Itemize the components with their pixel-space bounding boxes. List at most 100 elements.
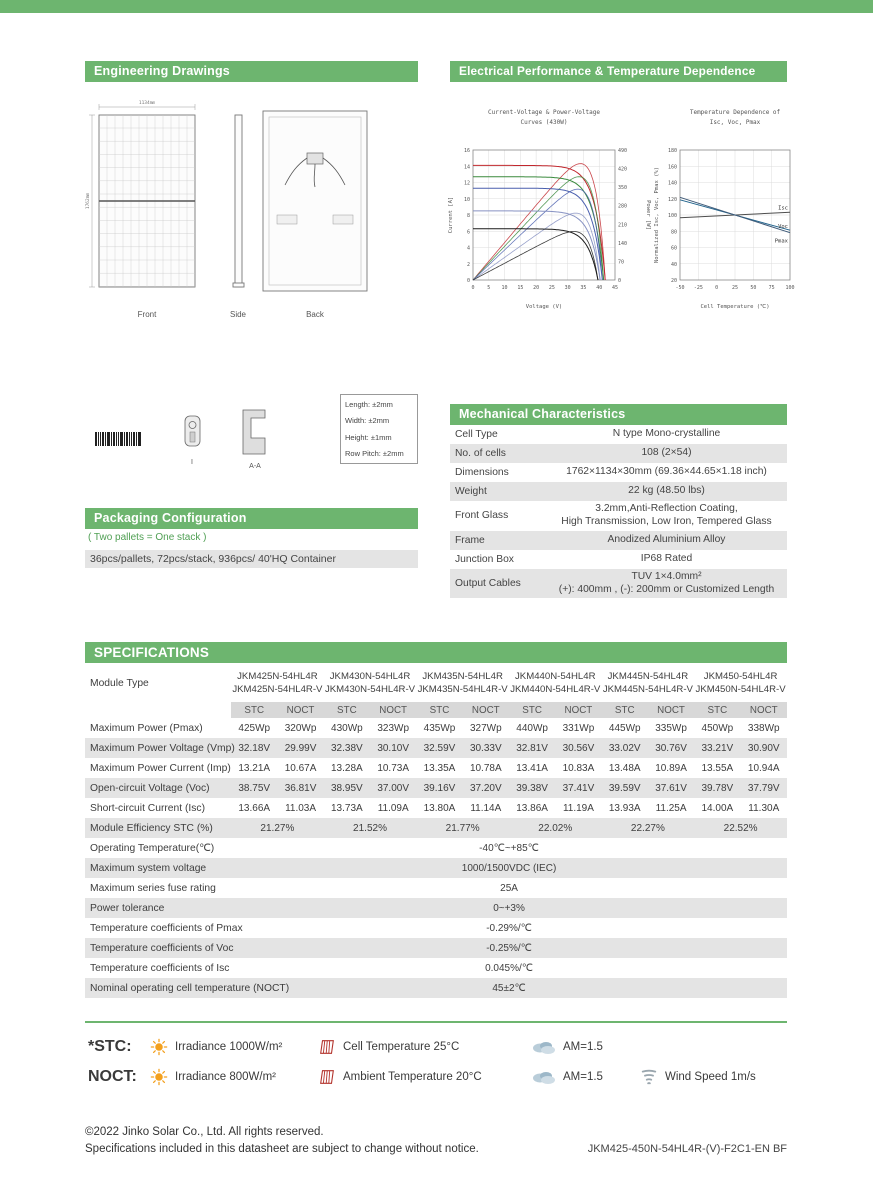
mech-row-label: Front Glass bbox=[455, 510, 509, 522]
stc-value-cell: 32.59V bbox=[416, 738, 463, 758]
mech-row: Front Glass 3.2mm,Anti-Reflection Coating… bbox=[450, 501, 787, 531]
module-name-cell: JKM435N-54HL4R JKM435N-54HL4R-V bbox=[416, 664, 509, 702]
noct-value-cell: 335Wp bbox=[655, 722, 687, 734]
spec-row-label: Maximum series fuse rating bbox=[90, 882, 216, 894]
cloud-icon bbox=[533, 1072, 555, 1084]
spec-table-row: Operating Temperature(℃) -40℃~+85℃ bbox=[85, 838, 787, 858]
mech-row-value: 22 kg (48.50 lbs) bbox=[546, 482, 787, 501]
packaging-note: ( Two pallets = One stack ) bbox=[88, 532, 207, 543]
mech-row-value: 108 (2×54) bbox=[546, 444, 787, 463]
spec-row-label: Maximum Power Voltage (Vmp) bbox=[85, 738, 235, 758]
svg-text:0: 0 bbox=[715, 285, 718, 291]
noct-value-cell: 320Wp bbox=[284, 722, 317, 734]
stc-value-cell: 13.93A bbox=[608, 802, 641, 814]
spec-row-label: Open-circuit Voltage (Voc) bbox=[85, 778, 232, 798]
condition-header-cell: NOCT bbox=[370, 702, 417, 718]
cell-temperature-icon bbox=[320, 1040, 334, 1054]
mech-row-value: N type Mono-crystalline bbox=[612, 428, 721, 440]
sun-icon bbox=[150, 1068, 168, 1086]
svg-text:-50: -50 bbox=[675, 285, 684, 291]
stc-value-cell: 39.16V bbox=[416, 778, 463, 798]
noct-value-cell: 10.78A bbox=[469, 762, 502, 774]
mech-row-label: Output Cables bbox=[450, 568, 546, 599]
cell-temperature-icon bbox=[320, 1070, 334, 1084]
noct-value-cell: 11.03A bbox=[285, 802, 317, 814]
efficiency-value-cell: 22.02% bbox=[508, 818, 602, 838]
svg-text:6: 6 bbox=[467, 229, 470, 235]
svg-text:60: 60 bbox=[671, 246, 677, 252]
svg-text:350: 350 bbox=[618, 185, 627, 191]
spec-row-label: Temperature coefficients of Isc bbox=[90, 962, 230, 974]
mech-row: Frame Anodized Aluminium Alloy bbox=[450, 530, 787, 550]
noct-value-cell: 37.79V bbox=[740, 778, 787, 798]
mech-row-value: 3.2mm,Anti-Reflection Coating, High Tran… bbox=[561, 503, 772, 527]
stc-air-mass-text: AM=1.5 bbox=[563, 1041, 603, 1053]
module-name-line: JKM445N-54HL4R bbox=[607, 670, 689, 682]
spec-row-value: 25A bbox=[500, 882, 518, 894]
noct-ambient-temperature-text: Ambient Temperature 20°C bbox=[343, 1071, 482, 1083]
spec-row-value: 1000/1500VDC (IEC) bbox=[231, 858, 787, 878]
svg-text:4: 4 bbox=[467, 246, 470, 252]
mech-row-label: Cell Type bbox=[455, 429, 498, 440]
stc-value-cell: 13.86A bbox=[516, 802, 548, 814]
stc-value-cell: 440Wp bbox=[516, 722, 548, 734]
efficiency-value-cell: 21.52% bbox=[323, 818, 417, 838]
condition-header-cell: NOCT bbox=[647, 702, 695, 718]
module-name-line: JKM430N-54HL4R-V bbox=[324, 684, 416, 695]
noct-value-cell: 11.30A bbox=[748, 802, 780, 814]
noct-value-cell: 10.73A bbox=[377, 762, 410, 774]
svg-text:45: 45 bbox=[612, 285, 618, 291]
stc-value-cell: 13.73A bbox=[331, 802, 363, 814]
noct-value-cell: 323Wp bbox=[377, 722, 410, 734]
stc-irradiance-text: Irradiance 1000W/m² bbox=[175, 1041, 283, 1053]
mech-row-label: Frame bbox=[450, 530, 546, 550]
noct-value-cell: 10.83A bbox=[562, 762, 595, 774]
noct-value-cell: 11.25A bbox=[655, 802, 687, 814]
engineering-drawings-header: Engineering Drawings bbox=[85, 61, 418, 82]
noct-conditions-row: NOCT: Irradiance 800W/m² Ambient Tempera… bbox=[88, 1068, 790, 1086]
condition-header-cell: STC bbox=[416, 702, 463, 718]
svg-text:2: 2 bbox=[467, 262, 470, 268]
cable-drawing bbox=[313, 163, 316, 188]
label-sticker-drawing bbox=[332, 214, 354, 225]
mech-row-label: No. of cells bbox=[450, 444, 546, 463]
svg-text:10: 10 bbox=[464, 197, 470, 203]
spec-table-row: Open-circuit Voltage (Voc) 38.75V 36.81V 38… bbox=[85, 778, 787, 798]
noct-value-cell: 37.00V bbox=[370, 778, 417, 798]
mechanical-characteristics-header: Mechanical Characteristics bbox=[450, 404, 787, 425]
noct-value-cell: 30.90V bbox=[740, 738, 787, 758]
stc-value-cell: 13.66A bbox=[238, 802, 271, 814]
module-name-line: JKM435N-54HL4R-V bbox=[417, 684, 508, 695]
module-type-row: Module Type JKM425N-54HL4R JKM425N-54HL4R-… bbox=[85, 664, 787, 702]
noct-value-cell: 11.19A bbox=[562, 802, 594, 814]
mech-row: Dimensions 1762×1134×30mm (69.36×44.65×1.… bbox=[450, 463, 787, 482]
stc-value-cell: 13.28A bbox=[331, 762, 363, 774]
svg-text:70: 70 bbox=[618, 259, 624, 265]
svg-text:-25: -25 bbox=[694, 285, 703, 291]
svg-text:140: 140 bbox=[618, 241, 627, 247]
spec-row-label: Nominal operating cell temperature (NOCT… bbox=[85, 978, 289, 998]
stc-value-cell: 33.02V bbox=[601, 738, 648, 758]
noct-value-cell: 37.20V bbox=[462, 778, 509, 798]
stc-value-cell: 13.41A bbox=[516, 762, 548, 774]
module-name-cell: JKM440N-54HL4R JKM440N-54HL4R-V bbox=[509, 664, 602, 702]
stc-value-cell: 39.78V bbox=[694, 778, 741, 798]
noct-value-cell: 30.10V bbox=[370, 738, 417, 758]
module-name-line: JKM450-54HL4R bbox=[703, 670, 778, 682]
noct-value-cell: 331Wp bbox=[562, 722, 595, 734]
stc-value-cell: 13.80A bbox=[423, 802, 456, 814]
specifications-table: Module Type JKM425N-54HL4R JKM425N-54HL4R-… bbox=[85, 664, 787, 998]
svg-text:Voc: Voc bbox=[778, 224, 788, 230]
side-view-drawing: Side bbox=[230, 114, 247, 319]
spec-table-row: Maximum system voltage 1000/1500VDC (IEC) bbox=[85, 858, 787, 878]
svg-text:100: 100 bbox=[785, 285, 794, 291]
noct-irradiance-item: Irradiance 800W/m² bbox=[150, 1068, 318, 1086]
mech-row-label: Dimensions bbox=[455, 467, 509, 478]
svg-text:20: 20 bbox=[533, 285, 539, 291]
svg-text:12: 12 bbox=[464, 181, 470, 187]
mech-row-value: TUV 1×4.0mm² (+): 400mm , (-): 200mm or … bbox=[546, 568, 787, 599]
svg-text:14: 14 bbox=[464, 164, 470, 170]
spec-row-label: Short-circuit Current (Isc) bbox=[90, 802, 206, 814]
stc-value-cell: 38.75V bbox=[231, 778, 278, 798]
empty-cell bbox=[85, 702, 231, 718]
